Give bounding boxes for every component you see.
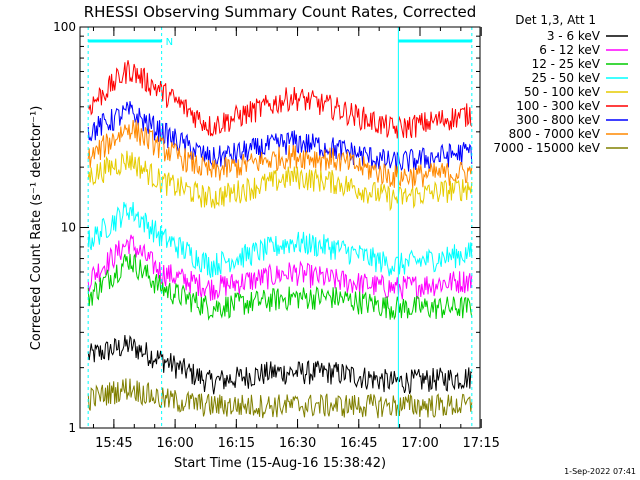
- legend-label: 800 - 7000 keV: [509, 127, 601, 141]
- legend-label: 300 - 800 keV: [516, 113, 600, 127]
- y-tick-label: 1: [68, 421, 76, 435]
- series-line-300-800-kev: [87, 101, 473, 175]
- footer-date: 1-Sep-2022 07:41: [564, 467, 636, 476]
- series-layer: [87, 60, 473, 419]
- y-tick-label: 100: [53, 20, 76, 34]
- series-line-25-50-kev: [87, 201, 473, 278]
- series-line-7000-15000-kev: [87, 378, 473, 419]
- chart-title: RHESSI Observing Summary Count Rates, Co…: [84, 3, 477, 21]
- x-tick-label: 16:00: [156, 436, 193, 451]
- legend-label: 50 - 100 keV: [524, 85, 601, 99]
- x-tick-label: 16:45: [340, 436, 377, 451]
- series-line-12-25-kev: [87, 252, 473, 321]
- legend-label: 3 - 6 keV: [547, 29, 601, 43]
- x-tick-label: 15:45: [95, 436, 132, 451]
- legend-label: 6 - 12 keV: [539, 43, 601, 57]
- x-tick-label: 17:00: [401, 436, 438, 451]
- series-line-3-6-kev: [87, 334, 473, 395]
- legend-label: 12 - 25 keV: [532, 57, 601, 71]
- series-line-100-300-kev: [87, 60, 473, 139]
- bar-flag-label: N: [166, 37, 173, 48]
- y-tick-label: 10: [61, 221, 76, 235]
- series-line-800-7000-kev: [87, 119, 473, 189]
- axes-layer: 1 10 100 15:45 16:00 16:15 16:30 16:45 17:00 17:1…: [53, 20, 500, 451]
- series-line-6-12-kev: [87, 234, 473, 301]
- x-tick-label: 16:30: [279, 436, 316, 451]
- legend-header: Det 1,3, Att 1: [515, 13, 596, 27]
- x-tick-label: 16:15: [218, 436, 255, 451]
- x-axis-label: Start Time (15-Aug-16 15:38:42): [174, 456, 386, 471]
- legend-label: 100 - 300 keV: [516, 99, 600, 113]
- legend-label: 25 - 50 keV: [532, 71, 601, 85]
- series-line-50-100-kev: [87, 150, 473, 212]
- x-tick-label: 17:15: [462, 436, 499, 451]
- y-axis-label: Corrected Count Rate (s⁻¹ detector⁻¹): [29, 106, 44, 351]
- legend-label: 7000 - 15000 keV: [493, 141, 600, 155]
